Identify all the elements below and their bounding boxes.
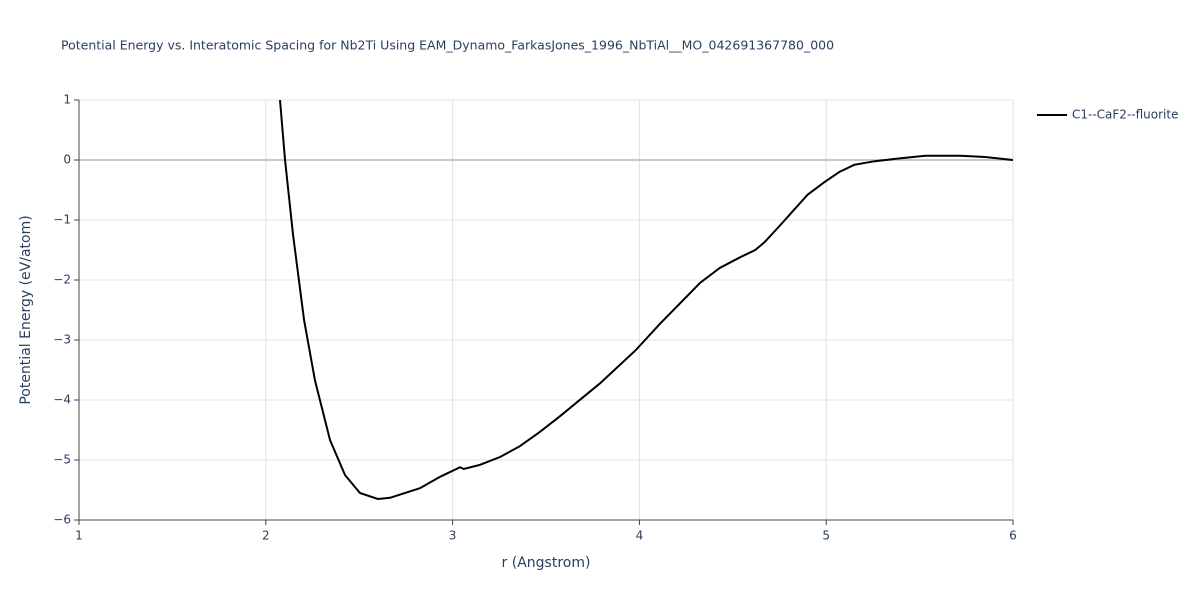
data-line [279,100,1013,501]
y-tick-label: −4 [53,393,71,407]
y-tick-label: −6 [53,513,71,527]
chart-title: Potential Energy vs. Interatomic Spacing… [61,38,834,53]
y-tick-label: 1 [63,93,71,107]
x-tick-label: 2 [262,529,270,543]
y-tick-label: −1 [53,213,71,227]
y-tick-label: −5 [53,453,71,467]
x-tick-label: 1 [75,529,83,543]
y-axis-title: Potential Energy (eV/atom) [18,215,34,404]
y-tick-label: 0 [63,153,71,167]
y-tick-label: −2 [53,273,71,287]
x-tick-label: 3 [449,529,457,543]
x-tick-label: 5 [822,529,830,543]
x-axis-title: r (Angstrom) [502,555,591,571]
x-tick-label: 6 [1009,529,1017,543]
x-tick-label: 4 [636,529,644,543]
y-tick-label: −3 [53,333,71,347]
legend-label: C1--CaF2--fluorite [1072,108,1178,122]
